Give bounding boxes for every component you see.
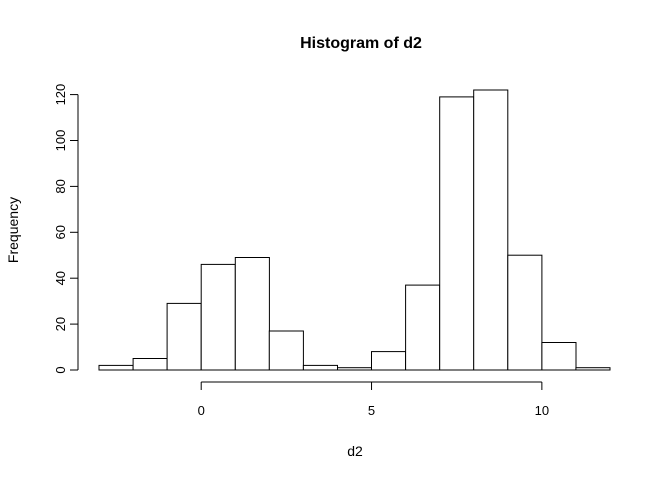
histogram-bar <box>132 358 168 371</box>
histogram-bar <box>234 257 270 371</box>
histogram-bar <box>541 342 577 371</box>
histogram-bar <box>200 263 236 371</box>
y-tick-label: 80 <box>53 179 68 193</box>
histogram-bar <box>371 351 407 371</box>
x-axis: 0 5 10 <box>198 381 549 418</box>
y-tick-label: 60 <box>53 225 68 239</box>
histogram-bar <box>439 96 475 371</box>
chart-title: Histogram of d2 <box>300 35 422 52</box>
histogram-bar <box>405 284 441 371</box>
x-tick-label: 10 <box>535 403 549 418</box>
histogram-bar <box>575 367 611 371</box>
x-tick-label: 0 <box>198 403 205 418</box>
histogram-bar <box>268 330 304 371</box>
y-axis-label: Frequency <box>5 197 21 263</box>
histogram-bar <box>166 302 202 371</box>
y-tick-label: 20 <box>53 317 68 331</box>
y-tick-label: 120 <box>53 84 68 106</box>
y-tick-label: 100 <box>53 130 68 152</box>
x-tick-label: 5 <box>368 403 375 418</box>
x-axis-label: d2 <box>347 443 363 459</box>
histogram-bar <box>337 367 373 371</box>
histogram-bar <box>507 254 543 371</box>
histogram-bar <box>302 364 338 371</box>
y-axis: 0 20 40 60 80 100 120 <box>53 84 79 374</box>
bars-group <box>98 89 611 371</box>
y-tick-label: 40 <box>53 271 68 285</box>
histogram-bar <box>473 89 509 371</box>
histogram-bar <box>98 364 134 371</box>
y-tick-label: 0 <box>53 366 68 373</box>
